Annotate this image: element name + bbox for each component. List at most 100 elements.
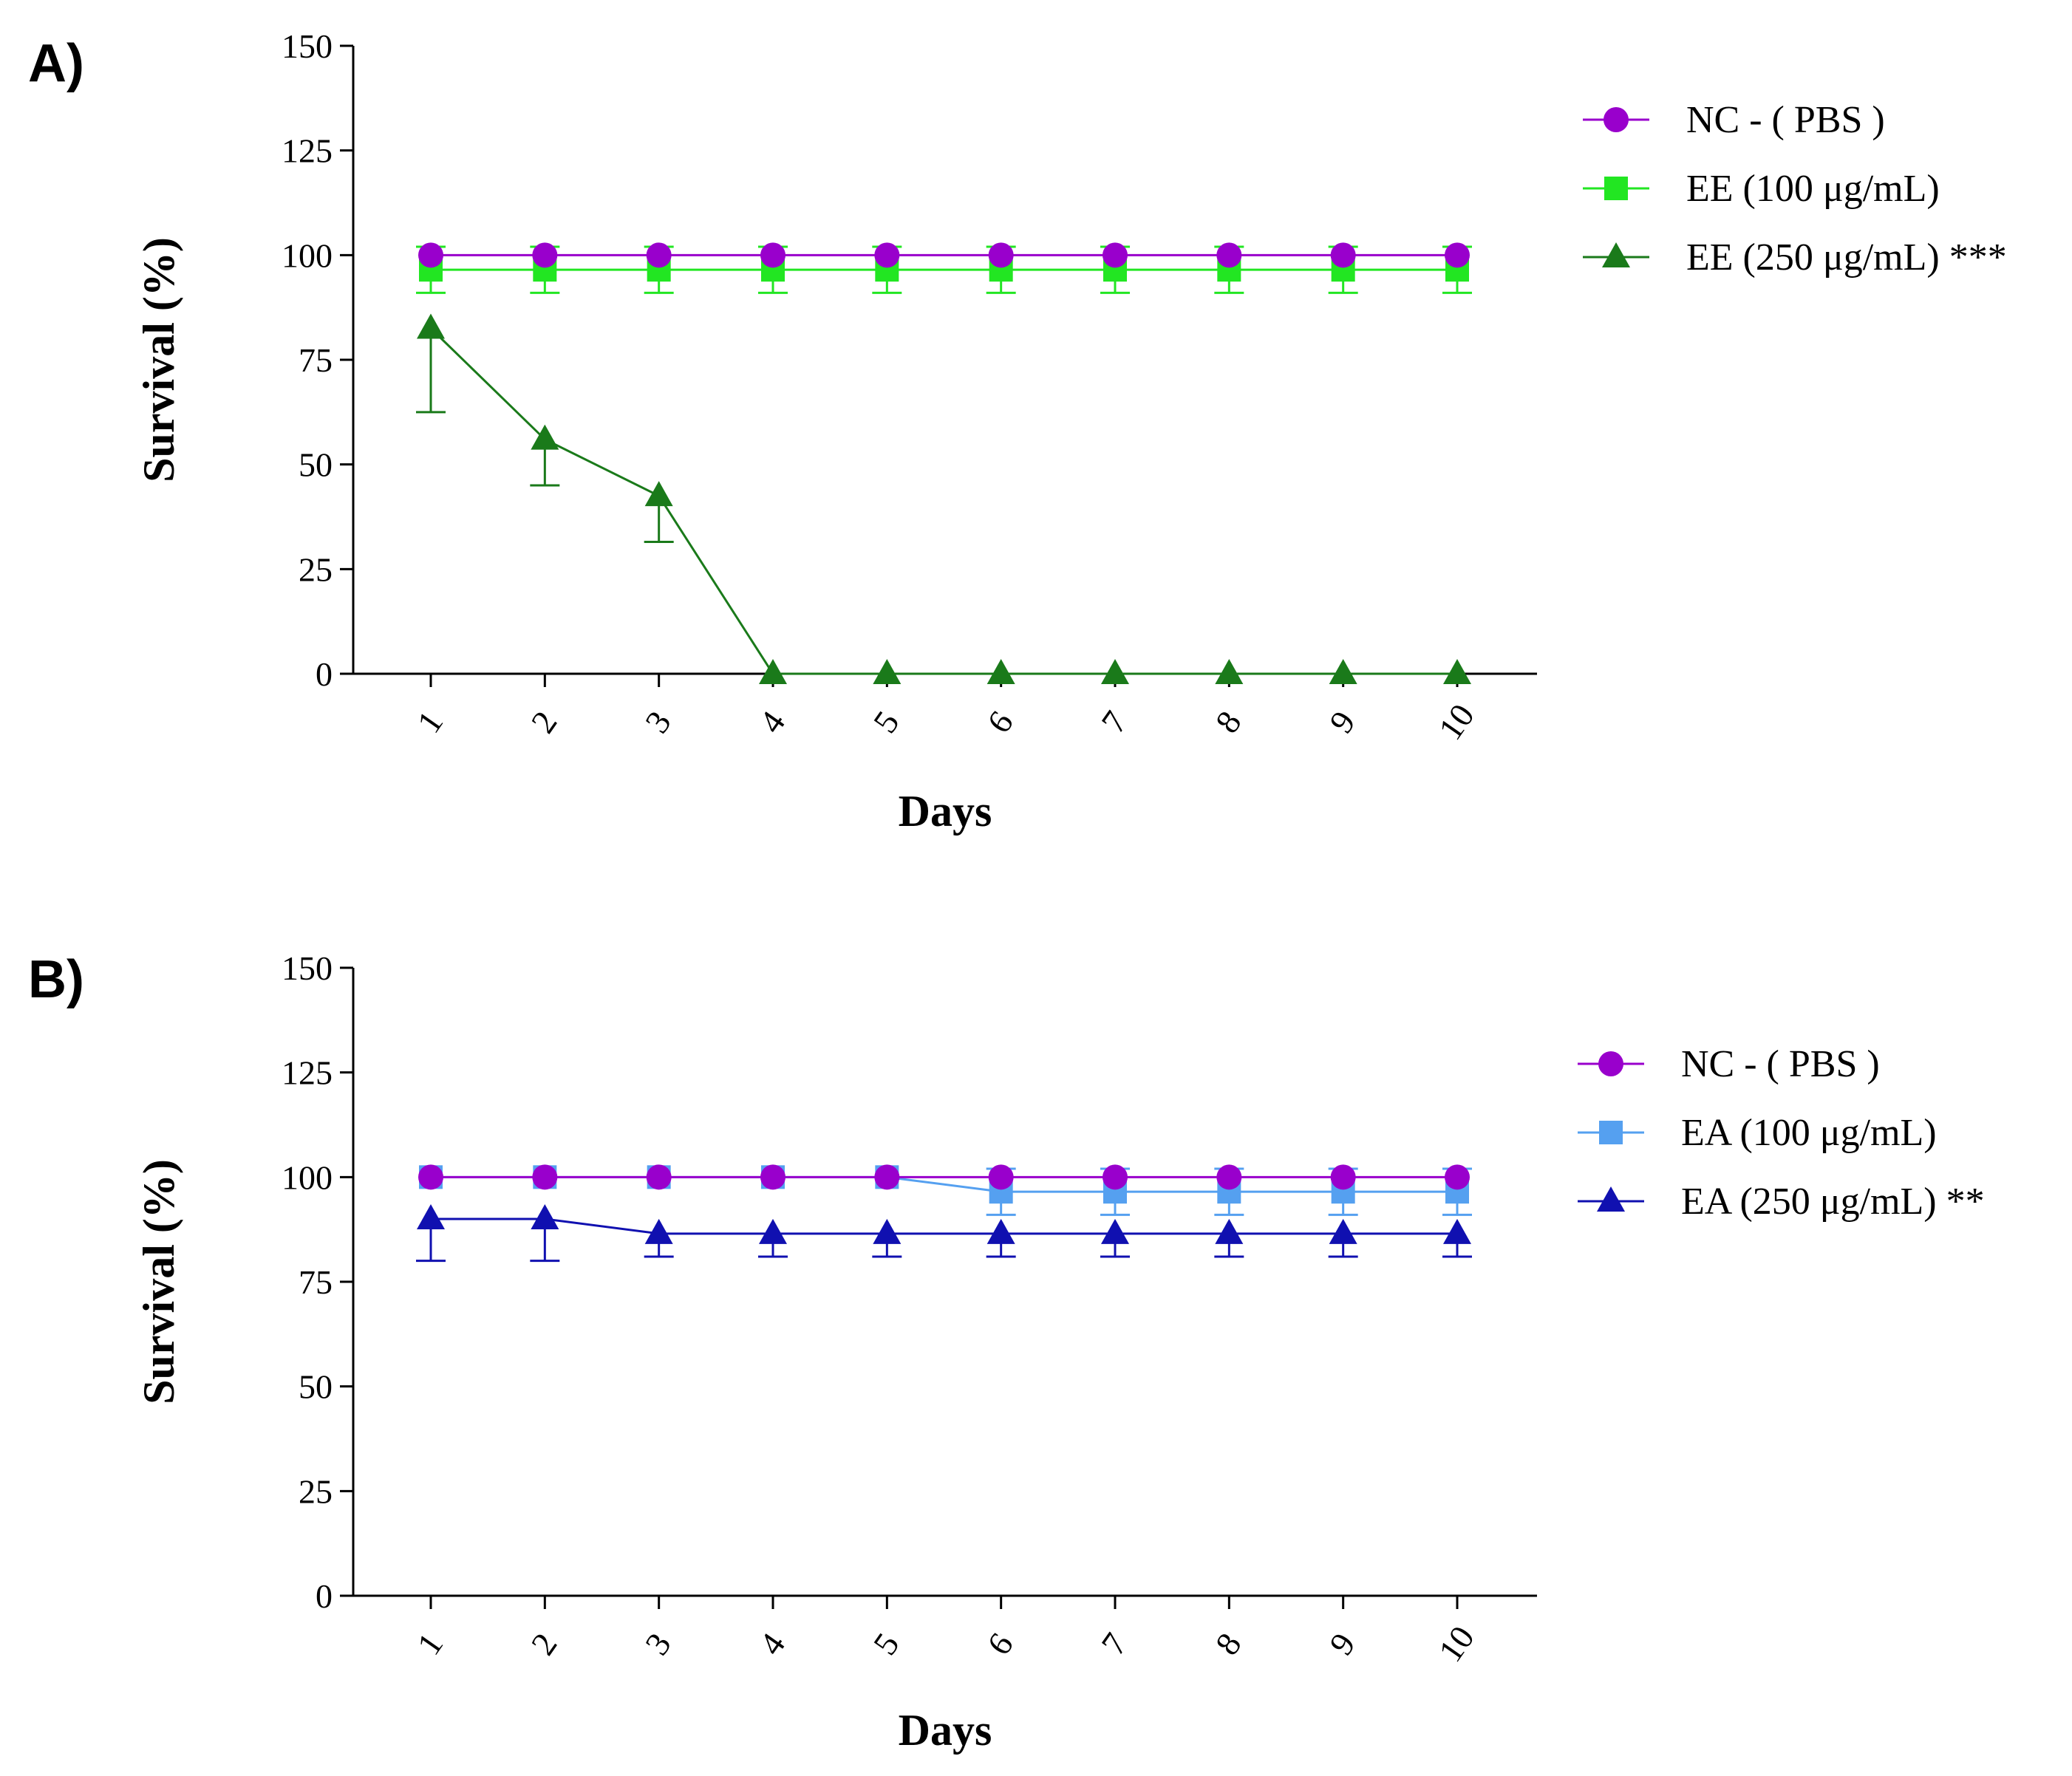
data-point xyxy=(418,242,443,268)
x-tick-label: 6 xyxy=(980,1626,1020,1661)
legend: NC - ( PBS ) EA (100 μg/mL) EA (250 μg/mL)… xyxy=(1578,1043,1985,1223)
data-point xyxy=(874,242,900,268)
data-point xyxy=(873,659,902,684)
legend-label: EE (250 μg/mL) *** xyxy=(1686,236,2007,279)
data-point xyxy=(1330,1164,1356,1190)
y-tick-label: 125 xyxy=(282,132,333,170)
x-tick-label: 1 xyxy=(409,704,450,740)
data-point xyxy=(646,242,672,268)
x-tick-label: 9 xyxy=(1322,704,1363,740)
y-tick-label: 100 xyxy=(282,1158,333,1196)
x-tick-label: 7 xyxy=(1094,1626,1134,1661)
y-tick-label: 0 xyxy=(316,655,333,693)
x-tick-label: 8 xyxy=(1208,704,1249,740)
x-tick-label: 9 xyxy=(1322,1626,1363,1661)
series-triangle xyxy=(416,313,1471,684)
x-tick-label: 2 xyxy=(524,1626,565,1661)
data-point xyxy=(417,313,445,339)
legend-label: EA (250 μg/mL) ** xyxy=(1681,1181,1985,1223)
legend-label: EA (100 μg/mL) xyxy=(1681,1112,1937,1154)
x-tick-label: 3 xyxy=(638,704,678,740)
series-line xyxy=(431,1175,1457,1193)
data-point xyxy=(1103,1164,1128,1190)
data-point xyxy=(1215,1218,1244,1244)
data-point xyxy=(986,659,1015,684)
x-tick-label: 7 xyxy=(1094,704,1134,740)
y-tick-label: 25 xyxy=(299,1472,333,1510)
y-tick-label: 100 xyxy=(282,236,333,274)
series-square xyxy=(416,245,1472,294)
data-point xyxy=(1443,1218,1471,1244)
data-point xyxy=(873,1218,902,1244)
legend-label: EE (100 μg/mL) xyxy=(1686,168,1940,210)
data-point xyxy=(531,424,559,450)
panel-label: B) xyxy=(28,950,84,1009)
data-point xyxy=(760,1164,785,1190)
y-tick-label: 150 xyxy=(282,949,333,987)
series-square xyxy=(419,1165,1472,1216)
data-point xyxy=(644,481,673,507)
data-point xyxy=(531,1204,559,1229)
data-point xyxy=(417,1204,445,1229)
x-tick-label: 8 xyxy=(1208,1626,1249,1661)
chart-panel-0: A) 0 25 50 75 100 125 150 1 2 3 4 5 6 7 8 9 10 Days Surviva… xyxy=(28,27,2007,836)
data-point xyxy=(418,1164,443,1190)
series-circle xyxy=(418,242,1470,268)
y-axis-title: Survival (%) xyxy=(134,1159,183,1404)
legend: NC - ( PBS ) EE (100 μg/mL) EE (250 μg/mL)… xyxy=(1583,99,2007,279)
x-tick-label: 4 xyxy=(752,1626,792,1661)
y-tick-label: 125 xyxy=(282,1054,333,1092)
data-point xyxy=(759,1218,787,1244)
y-tick-label: 50 xyxy=(299,1368,333,1406)
x-tick-label: 3 xyxy=(638,1626,678,1661)
data-point xyxy=(1329,659,1357,684)
series-line xyxy=(429,327,1457,675)
legend-label: NC - ( PBS ) xyxy=(1681,1043,1880,1085)
x-axis-title: Days xyxy=(899,787,992,836)
y-tick-label: 150 xyxy=(282,27,333,65)
x-tick-label: 2 xyxy=(524,704,565,740)
data-point xyxy=(532,1164,558,1190)
y-tick-label: 75 xyxy=(299,341,333,379)
y-tick-label: 25 xyxy=(299,550,333,588)
legend-marker xyxy=(1604,177,1628,200)
legend-marker xyxy=(1598,1051,1623,1076)
legend-marker xyxy=(1599,1121,1623,1144)
panel-label: A) xyxy=(28,34,84,93)
x-tick-label: 10 xyxy=(1431,697,1482,747)
y-tick-label: 50 xyxy=(299,446,333,484)
data-point xyxy=(1330,242,1356,268)
data-point xyxy=(1445,242,1470,268)
data-point xyxy=(1216,1164,1242,1190)
x-axis-title: Days xyxy=(899,1706,992,1755)
x-tick-label: 5 xyxy=(866,1626,907,1661)
data-point xyxy=(532,242,558,268)
data-point xyxy=(646,1164,672,1190)
y-tick-label: 0 xyxy=(316,1577,333,1615)
series-line xyxy=(431,1217,1457,1235)
data-point xyxy=(1215,659,1244,684)
data-point xyxy=(759,659,787,684)
y-tick-label: 75 xyxy=(299,1263,333,1301)
data-point xyxy=(1216,242,1242,268)
x-tick-label: 4 xyxy=(752,704,792,740)
data-point xyxy=(1329,1218,1357,1244)
data-point xyxy=(1445,1164,1470,1190)
data-point xyxy=(644,1218,673,1244)
series-triangle xyxy=(416,1204,1472,1263)
legend-marker xyxy=(1604,107,1629,132)
data-point xyxy=(986,1218,1015,1244)
series-circle xyxy=(418,1164,1470,1190)
y-axis-title: Survival (%) xyxy=(134,237,183,482)
data-point xyxy=(760,242,785,268)
legend-label: NC - ( PBS ) xyxy=(1686,99,1885,141)
chart-panel-1: B) 0 25 50 75 100 125 150 1 2 3 4 5 6 7 8 9 10 Days Surviva… xyxy=(28,949,1985,1755)
data-point xyxy=(1101,659,1129,684)
data-point xyxy=(988,242,1014,268)
legend-marker xyxy=(1597,1186,1625,1212)
x-tick-label: 1 xyxy=(409,1626,450,1661)
x-tick-label: 5 xyxy=(866,704,907,740)
data-point xyxy=(874,1164,900,1190)
data-point xyxy=(988,1164,1014,1190)
